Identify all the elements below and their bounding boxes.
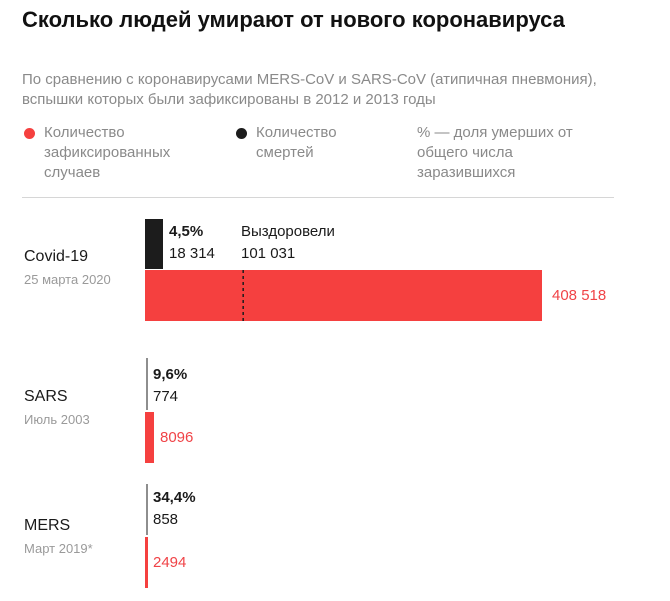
category-date-covid: 25 марта 2020 [24,272,111,287]
death-label-covid: 18 314 [169,245,215,262]
category-date-sars: Июль 2003 [24,412,90,427]
legend-percent-label: % — доля умерших от общего числа заразив… [417,124,573,181]
legend-cases-label: Количество зафиксированных случаев [44,124,171,181]
chart-title: Сколько людей умирают от нового коронави… [22,7,565,32]
legend-deaths-label: Количество смертей [256,124,337,161]
death-label-sars: 774 [153,388,179,405]
chart-subtitle: По сравнению с коронавирусами MERS-CoV и… [22,71,597,108]
category-date-mers: Март 2019* [24,541,93,556]
death-bar-covid [145,219,163,269]
legend-cases-dot [24,128,35,139]
recovered-title: Выздоровели [241,223,335,240]
percent-label-sars: 9,6% [153,366,188,383]
legend-deaths-dot [236,128,247,139]
death-label-mers: 858 [153,511,179,528]
percent-label-covid: 4,5% [169,223,204,240]
percent-label-mers: 34,4% [153,489,196,506]
case-bar-mers [145,537,148,588]
case-bar-covid [145,270,542,321]
case-label-covid: 408 518 [552,287,607,304]
case-label-mers: 2494 [153,554,187,571]
case-label-sars: 8096 [160,429,194,446]
recovered-value: 101 031 [241,245,296,262]
category-name-mers: MERS [24,517,71,534]
legend-divider [22,197,614,198]
category-name-covid: Covid-19 [24,248,89,265]
case-bar-sars [145,412,154,463]
category-name-sars: SARS [24,388,68,405]
